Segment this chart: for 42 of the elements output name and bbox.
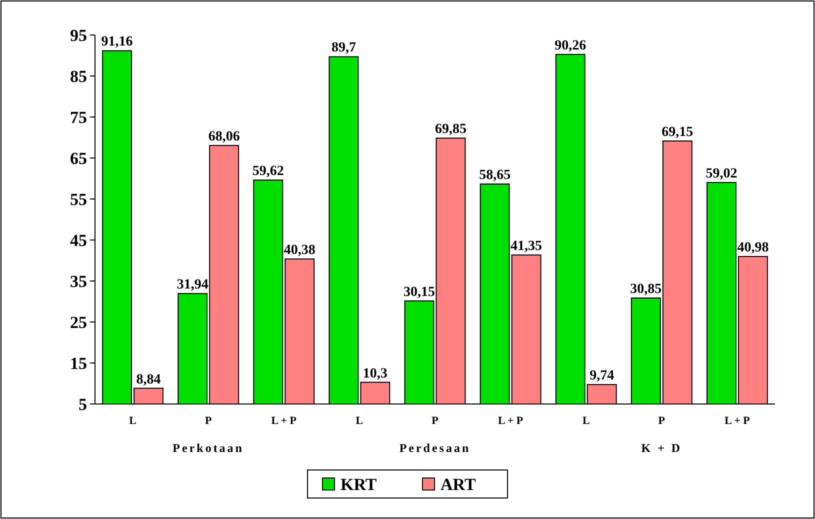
data-label: 59,02 [706, 166, 738, 182]
data-label: 10,3 [362, 366, 388, 382]
text: K + D [641, 441, 682, 455]
data-label: 9,74 [590, 368, 614, 384]
data-label: 58,65 [479, 168, 511, 184]
data-label: 30,15 [404, 284, 436, 300]
text: Perdesaan [399, 441, 471, 455]
data-label: 69,85 [434, 122, 466, 138]
data-label: 40,38 [284, 242, 316, 258]
x-tick-label: P [204, 415, 212, 427]
y-tick-label: 45 [70, 230, 87, 250]
y-tick-label: 35 [70, 272, 87, 291]
x-tick-label: L [129, 415, 136, 427]
y-tick-label: 85 [70, 66, 87, 86]
x-tick-label: P [658, 415, 666, 427]
y-tick-label: 55 [70, 190, 87, 209]
x-tick-label: L + P [724, 415, 750, 427]
text: Perkotaan [172, 441, 244, 455]
data-label: 40,98 [737, 240, 769, 256]
x-tick-label: P [432, 415, 439, 427]
y-tick-label: 15 [70, 354, 87, 373]
data-label: 8,84 [136, 372, 161, 388]
y-tick-label: 25 [70, 312, 87, 332]
x-tick-label: L + P [271, 415, 297, 427]
legend-label: ART [440, 474, 476, 494]
data-label: 31,94 [176, 278, 208, 293]
x-tick-label: L [582, 415, 590, 427]
x-tick-label: L + P [498, 415, 524, 427]
y-tick-label: 75 [70, 108, 87, 127]
data-label: 69,15 [662, 124, 694, 140]
data-label: 90,26 [554, 38, 586, 54]
y-tick-label: 65 [70, 148, 87, 168]
data-label: 30,85 [630, 282, 662, 298]
data-label: 41,35 [510, 238, 542, 254]
data-label: 59,62 [252, 164, 284, 180]
data-label: 68,06 [208, 129, 240, 144]
x-tick-label: L [356, 415, 364, 427]
y-tick-label: 5 [78, 394, 87, 414]
legend-label: KRT [340, 474, 378, 494]
y-tick-label: 95 [70, 26, 87, 45]
data-label: 91,16 [101, 34, 133, 50]
data-label: 89,7 [331, 40, 356, 56]
